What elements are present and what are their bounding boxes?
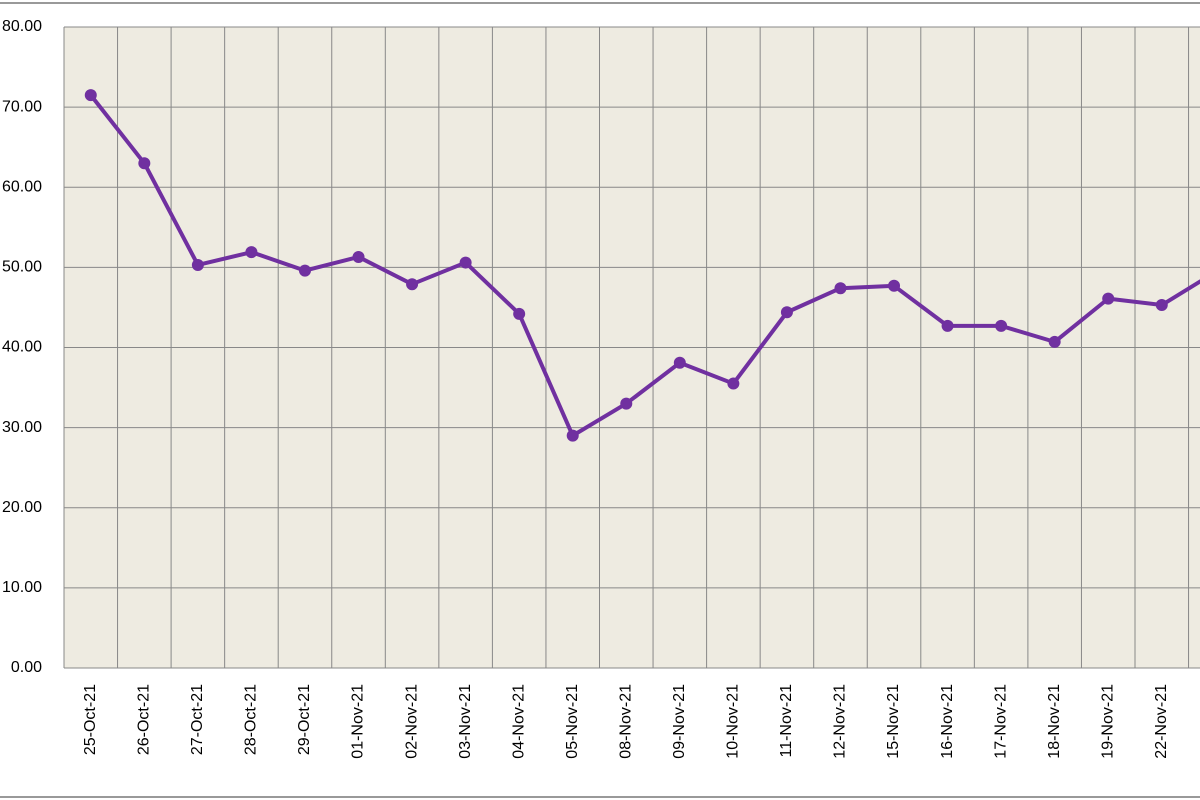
x-tick-label: 17-Nov-21: [992, 684, 1009, 759]
marker: [298, 264, 311, 277]
x-tick-label: 28-Oct-21: [243, 684, 260, 755]
y-tick-label: 40.00: [2, 339, 42, 356]
marker: [995, 319, 1008, 332]
marker: [620, 397, 633, 410]
marker: [245, 246, 258, 259]
x-tick-label: 10-Nov-21: [725, 684, 742, 759]
marker: [834, 282, 847, 295]
x-tick-label: 29-Oct-21: [296, 684, 313, 755]
x-tick-label: 18-Nov-21: [1046, 684, 1063, 759]
x-tick-label: 12-Nov-21: [832, 684, 849, 759]
marker: [1102, 292, 1115, 305]
marker: [1048, 335, 1061, 348]
y-tick-label: 10.00: [2, 579, 42, 596]
y-tick-label: 70.00: [2, 98, 42, 115]
x-tick-label: 08-Nov-21: [617, 684, 634, 759]
x-tick-label: 22-Nov-21: [1153, 684, 1170, 759]
marker: [727, 377, 740, 390]
marker: [566, 429, 579, 442]
marker: [84, 89, 97, 102]
marker: [191, 258, 204, 271]
x-tick-label: 02-Nov-21: [403, 684, 420, 759]
x-tick-label: 25-Oct-21: [82, 684, 99, 755]
line: [89, 93, 1200, 438]
marker: [941, 319, 954, 332]
y-tick-label: 60.00: [2, 178, 42, 195]
x-tick-label: 26-Oct-21: [136, 684, 153, 755]
marker: [673, 356, 686, 369]
marker: [138, 157, 151, 170]
y-tick-label: 80.00: [2, 18, 42, 35]
x-tick-label: 27-Oct-21: [189, 684, 206, 755]
x-tick-label: 15-Nov-21: [885, 684, 902, 759]
marker: [780, 306, 793, 319]
marker: [406, 278, 419, 291]
x-tick-label: 09-Nov-21: [671, 684, 688, 759]
x-tick-label: 16-Nov-21: [939, 684, 956, 759]
marker: [513, 307, 526, 320]
x-tick-label: 11-Nov-21: [778, 684, 795, 758]
marker: [888, 279, 901, 292]
y-tick-label: 50.00: [2, 259, 42, 276]
marker: [1155, 299, 1168, 312]
marker: [459, 256, 472, 269]
y-tick-label: 30.00: [2, 419, 42, 436]
x-tick-label: 01-Nov-21: [350, 684, 367, 759]
x-tick-label: 04-Nov-21: [510, 684, 527, 759]
y-tick-label: 0.00: [11, 659, 42, 676]
marker: [352, 250, 365, 263]
x-tick-label: 03-Nov-21: [457, 684, 474, 759]
y-tick-label: 20.00: [2, 499, 42, 516]
x-tick-label: 19-Nov-21: [1099, 684, 1116, 759]
x-tick-label: 05-Nov-21: [564, 684, 581, 759]
